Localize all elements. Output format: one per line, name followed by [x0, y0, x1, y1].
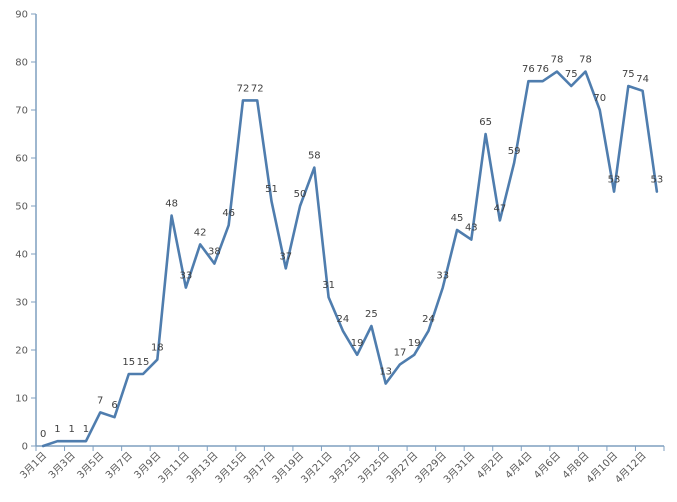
y-axis: 0 10 20 30 40 50 60 70 80 90: [15, 10, 37, 453]
data-label: 19: [351, 338, 364, 349]
data-label: 15: [122, 357, 135, 368]
data-label: 24: [422, 314, 435, 325]
data-label: 25: [365, 309, 378, 320]
data-label: 74: [636, 74, 649, 85]
data-label: 76: [522, 64, 535, 75]
data-label: 7: [97, 395, 103, 406]
data-label: 72: [237, 83, 250, 94]
data-label: 1: [83, 424, 89, 435]
x-tick-label: 4月2日: [474, 450, 506, 482]
data-label: 31: [322, 280, 335, 291]
data-label: 1: [54, 424, 60, 435]
data-label: 75: [622, 69, 635, 80]
y-tick-label: 90: [15, 10, 28, 21]
data-label: 18: [151, 343, 164, 354]
x-tick-label: 4月6日: [531, 450, 563, 482]
x-tick-label: 3月7日: [103, 450, 135, 482]
y-tick-label: 0: [22, 442, 28, 453]
y-tick-label: 60: [15, 154, 28, 165]
x-tick-label: 3月1日: [18, 450, 50, 482]
data-label: 75: [565, 69, 578, 80]
data-label: 42: [194, 227, 207, 238]
series-line-group: [41, 70, 659, 448]
data-label: 24: [336, 314, 349, 325]
data-label: 53: [650, 175, 663, 186]
data-label: 65: [479, 117, 492, 128]
data-label: 15: [137, 357, 150, 368]
data-label: 13: [379, 367, 392, 378]
data-label: 37: [279, 251, 292, 262]
data-label: 78: [579, 55, 592, 66]
data-label: 59: [508, 146, 521, 157]
data-label: 38: [208, 247, 221, 258]
data-label: 70: [593, 93, 606, 104]
y-tick-label: 80: [15, 58, 28, 69]
x-tick-label: 3月31日: [441, 450, 477, 486]
series-line: [41, 70, 659, 448]
data-label: 17: [394, 347, 407, 358]
data-label: 48: [165, 199, 178, 210]
x-tick-label: 3月5日: [75, 450, 107, 482]
data-label: 58: [308, 151, 321, 162]
y-tick-label: 10: [15, 394, 28, 405]
data-label: 46: [222, 208, 235, 219]
x-axis: 3月1日3月3日3月5日3月7日3月9日3月11日3月13日3月15日3月17日…: [18, 445, 665, 486]
data-label: 6: [111, 400, 117, 411]
x-tick-label: 4月4日: [503, 450, 535, 482]
x-tick-label: 3月3日: [46, 450, 78, 482]
data-label: 72: [251, 83, 264, 94]
data-label: 43: [465, 223, 478, 234]
data-label: 50: [294, 189, 307, 200]
data-label: 53: [608, 175, 621, 186]
data-label: 19: [408, 338, 421, 349]
y-tick-label: 30: [15, 298, 28, 309]
data-label: 47: [493, 203, 506, 214]
data-label: 78: [551, 55, 564, 66]
data-label: 76: [536, 64, 549, 75]
data-label: 0: [40, 429, 46, 440]
x-tick-label: 4月12日: [613, 450, 649, 486]
data-label: 45: [451, 213, 464, 224]
data-label: 33: [436, 271, 449, 282]
data-label: 51: [265, 184, 278, 195]
y-tick-label: 70: [15, 106, 28, 117]
data-label: 1: [68, 424, 74, 435]
y-tick-label: 40: [15, 250, 28, 261]
data-label: 33: [179, 271, 192, 282]
y-tick-label: 50: [15, 202, 28, 213]
y-tick-label: 20: [15, 346, 28, 357]
